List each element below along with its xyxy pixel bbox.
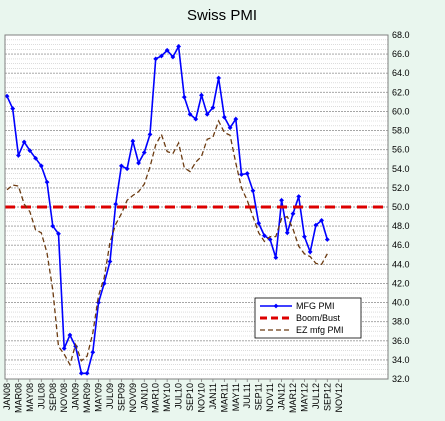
data-point — [302, 234, 307, 240]
data-point — [176, 44, 182, 49]
data-point — [67, 332, 73, 338]
x-tick-label: NOV12 — [334, 383, 344, 413]
data-point — [290, 211, 296, 217]
x-tick-label: NOV11 — [265, 383, 275, 412]
x-tick-label: MAR11 — [219, 383, 229, 412]
x-tick-label: JUL10 — [174, 383, 184, 409]
y-tick-label: 48.0 — [392, 221, 410, 231]
x-tick-label: SEP12 — [322, 383, 332, 411]
legend: MFG PMI Boom/Bust EZ mfg PMI — [254, 297, 362, 339]
y-tick-label: 66.0 — [392, 49, 410, 59]
data-point — [78, 370, 84, 376]
data-point — [284, 230, 290, 236]
y-tick-label: 40.0 — [392, 298, 410, 308]
x-tick-label: MAY11 — [231, 383, 241, 411]
x-tick-label: MAR08 — [13, 383, 23, 413]
legend-label: MFG PMI — [296, 301, 335, 311]
x-tick-label: MAR10 — [151, 383, 161, 413]
data-point — [33, 155, 39, 161]
legend-label: Boom/Bust — [296, 313, 341, 323]
data-point — [250, 188, 256, 194]
legend-label: EZ mfg PMI — [296, 325, 344, 335]
y-tick-label: 42.0 — [392, 278, 410, 288]
x-tick-label: MAR09 — [82, 383, 92, 413]
x-tick-label: JUL11 — [242, 383, 252, 408]
data-point — [50, 223, 56, 229]
y-tick-label: 36.0 — [392, 336, 410, 346]
data-point — [313, 222, 319, 228]
data-point — [296, 194, 302, 199]
y-tick-label: 64.0 — [392, 68, 410, 78]
data-point — [141, 150, 147, 155]
plot-border — [4, 34, 389, 380]
y-tick-label: 46.0 — [392, 240, 410, 250]
x-tick-label: MAR12 — [288, 383, 298, 413]
x-tick-label: NOV09 — [128, 383, 138, 413]
data-point — [307, 249, 313, 255]
x-tick-label: NOV10 — [196, 383, 206, 413]
y-tick-label: 38.0 — [392, 317, 410, 327]
data-point — [61, 346, 67, 351]
x-tick-label: SEP10 — [185, 383, 195, 411]
y-tick-label: 34.0 — [392, 355, 410, 365]
x-tick-label: NOV08 — [59, 383, 69, 413]
x-tick-label: SEP11 — [254, 383, 264, 410]
y-tick-label: 52.0 — [392, 183, 410, 193]
data-point — [279, 197, 284, 203]
x-tick-label: SEP09 — [116, 383, 126, 411]
y-tick-label: 44.0 — [392, 259, 410, 269]
x-tick-label: JAN10 — [139, 383, 149, 410]
x-tick-label: JAN08 — [2, 383, 12, 410]
data-point — [170, 54, 176, 60]
y-tick-label: 60.0 — [392, 106, 410, 116]
y-tick-label: 58.0 — [392, 126, 410, 136]
x-tick-label: SEP08 — [48, 383, 58, 411]
series-layer — [4, 43, 388, 376]
data-point — [193, 116, 199, 122]
data-point — [324, 237, 330, 242]
chart-title: Swiss PMI — [187, 7, 257, 24]
data-point — [84, 370, 90, 376]
data-point — [181, 94, 187, 100]
data-point — [244, 171, 250, 176]
series-line-ez-mfg-pmi — [6, 119, 328, 367]
data-point — [221, 114, 227, 120]
x-tick-label: MAY08 — [25, 383, 35, 412]
x-tick-label: JAN12 — [277, 383, 287, 410]
data-point — [233, 116, 239, 122]
data-point — [90, 349, 96, 355]
data-point — [273, 255, 279, 261]
y-tick-label: 32.0 — [392, 374, 410, 384]
x-tick-label: JAN09 — [71, 383, 81, 410]
data-point — [38, 163, 44, 169]
y-tick-label: 62.0 — [392, 87, 410, 97]
data-point — [113, 201, 119, 207]
y-tick-label: 54.0 — [392, 164, 410, 174]
data-point — [319, 217, 325, 223]
x-tick-label: JUL09 — [105, 383, 115, 409]
data-point — [256, 220, 262, 226]
x-tick-label: MAY12 — [299, 383, 309, 412]
axes: 32.0 34.0 36.0 38.0 40.0 42.0 44.0 46.0 48.0 50.0… — [2, 30, 410, 413]
y-tick-label: 68.0 — [392, 30, 410, 40]
x-tick-label: JAN11 — [208, 383, 218, 409]
x-tick-label: JUL08 — [36, 383, 46, 409]
y-tick-label: 50.0 — [392, 202, 410, 212]
x-tick-label: MAY09 — [94, 383, 104, 412]
legend-marker — [273, 303, 279, 309]
y-tick-label: 56.0 — [392, 145, 410, 155]
x-tick-label: MAY10 — [162, 383, 172, 412]
x-tick-label: JUL12 — [311, 383, 321, 409]
